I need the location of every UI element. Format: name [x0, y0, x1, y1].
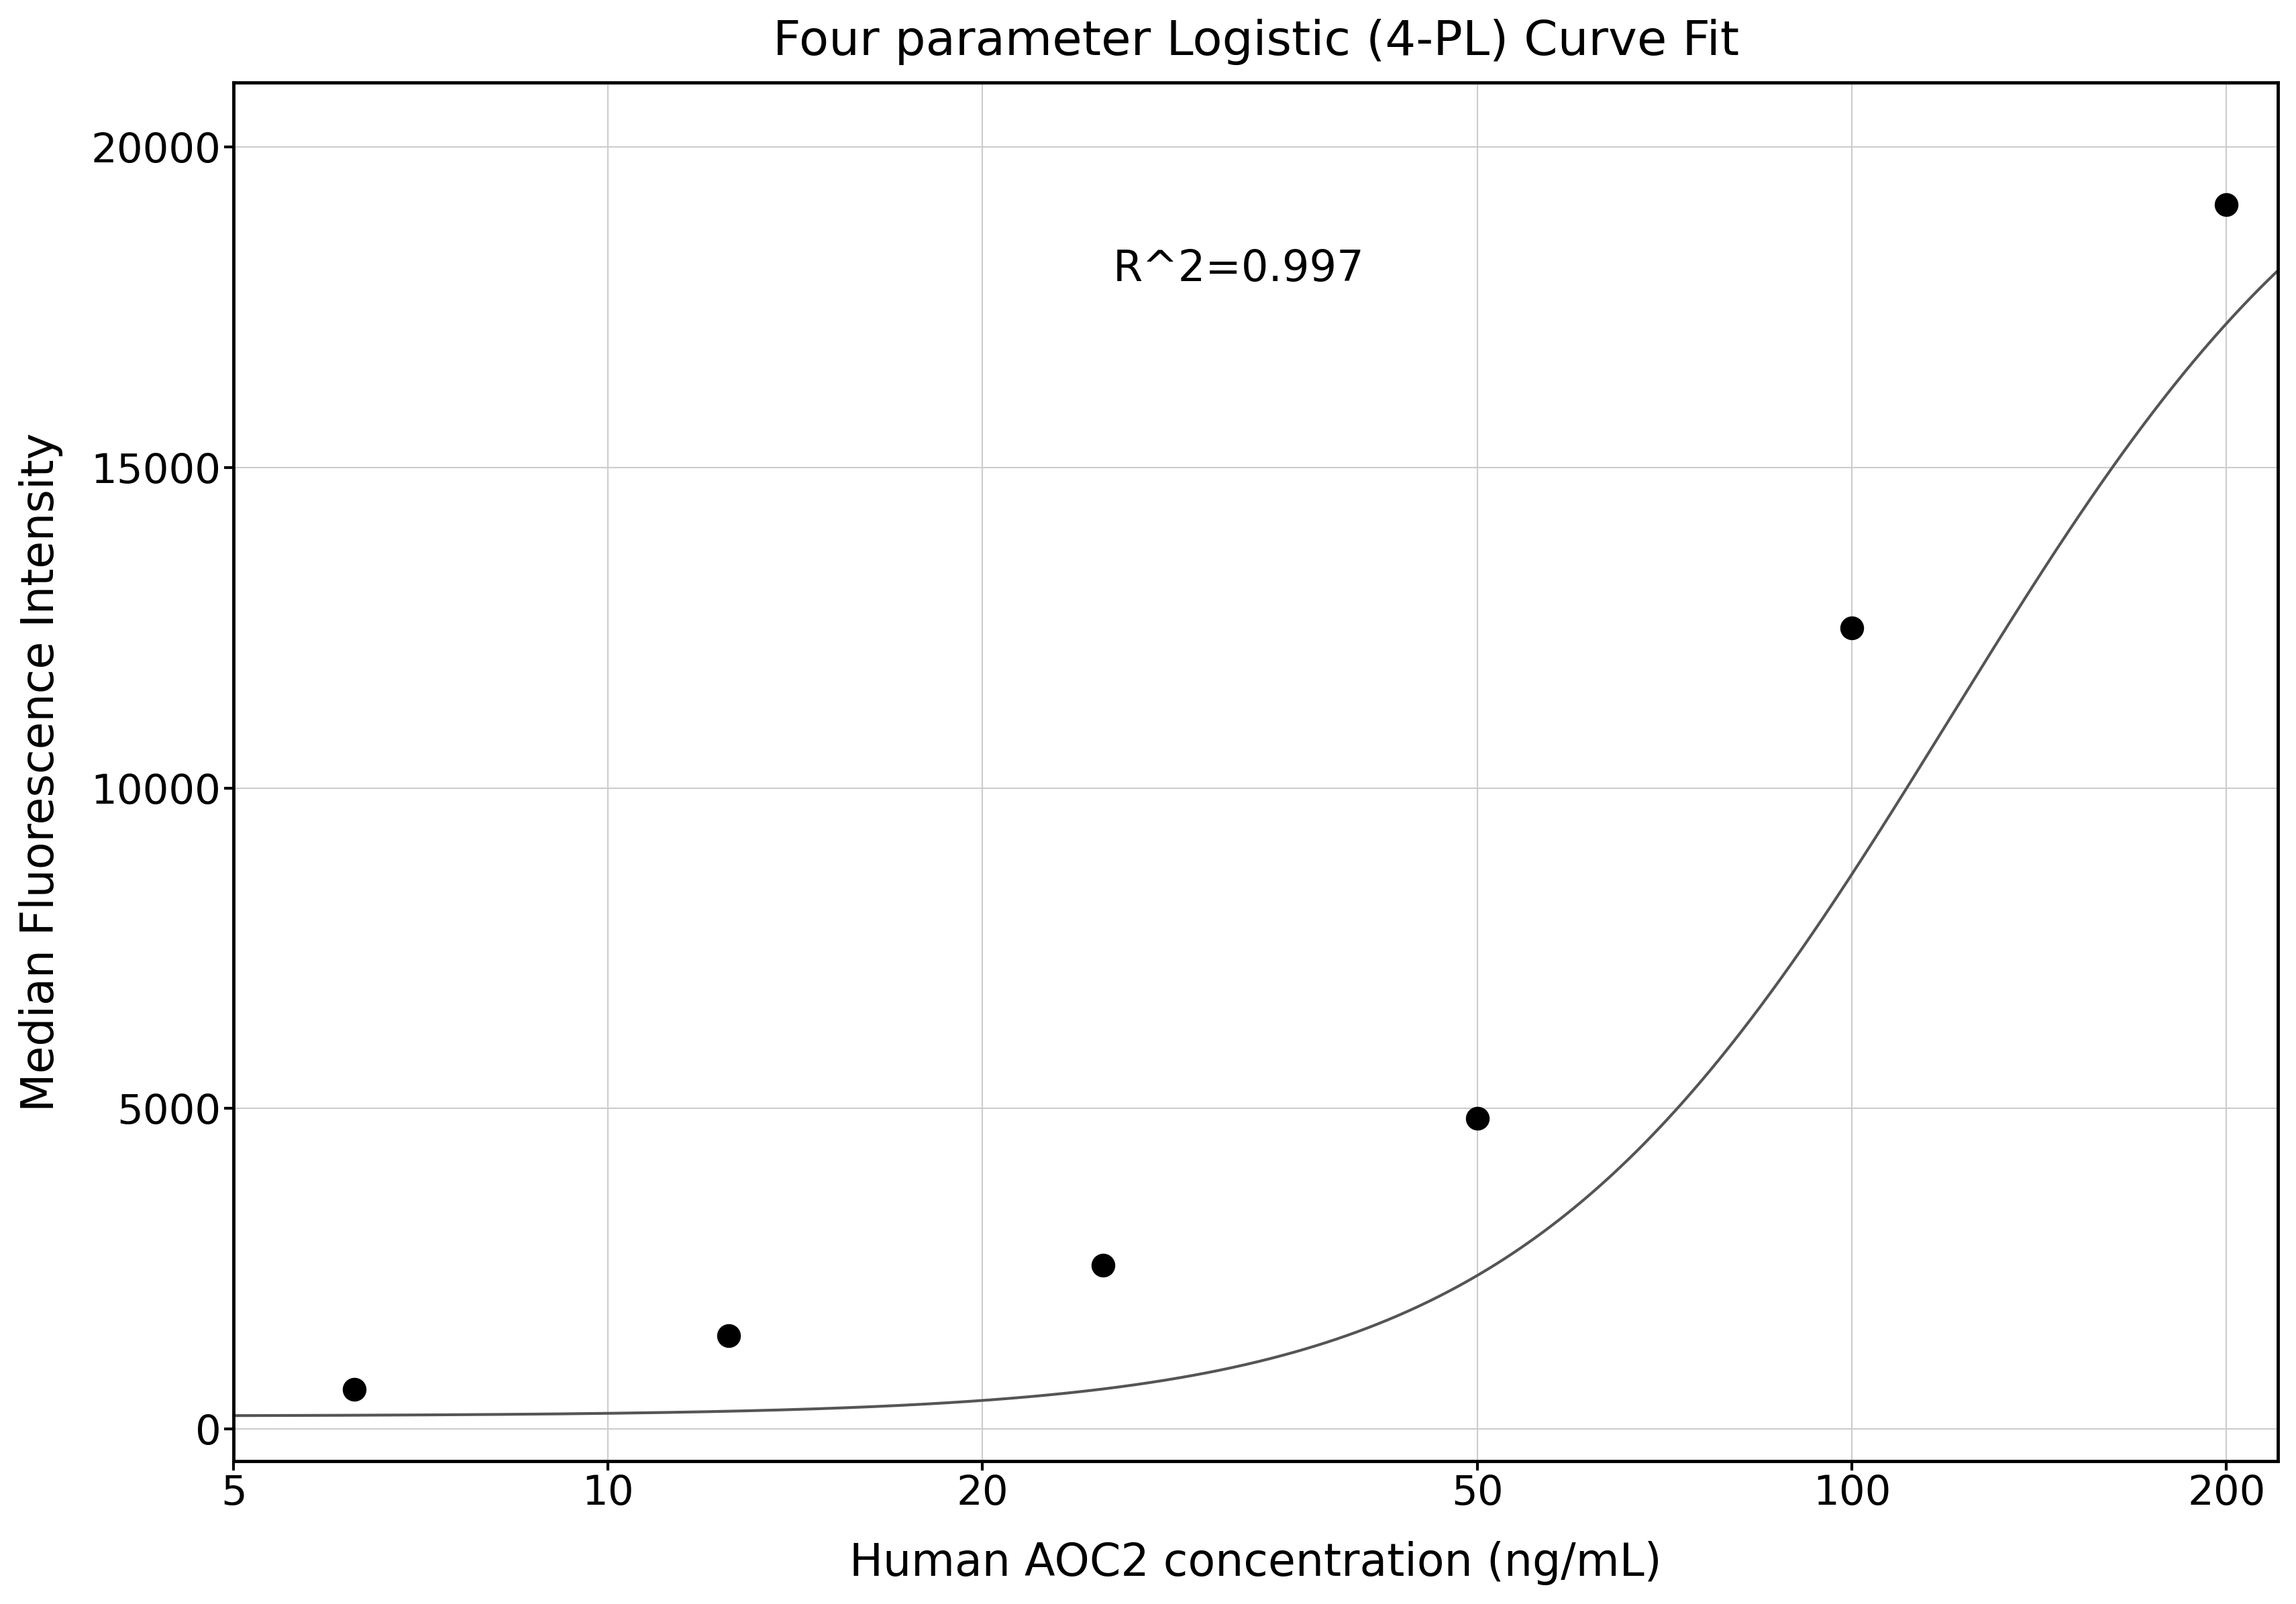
- X-axis label: Human AOC2 concentration (ng/mL): Human AOC2 concentration (ng/mL): [850, 1541, 1662, 1585]
- Point: [1832, 614, 1869, 640]
- Point: [709, 1323, 746, 1349]
- Point: [1084, 1253, 1120, 1278]
- Point: [2206, 192, 2243, 218]
- Text: R^2=0.997: R^2=0.997: [1111, 249, 1364, 290]
- Point: [335, 1376, 372, 1402]
- Y-axis label: Median Fluorescence Intensity: Median Fluorescence Intensity: [18, 433, 62, 1112]
- Point: [1458, 1105, 1495, 1131]
- Title: Four parameter Logistic (4-PL) Curve Fit: Four parameter Logistic (4-PL) Curve Fit: [771, 19, 1738, 64]
